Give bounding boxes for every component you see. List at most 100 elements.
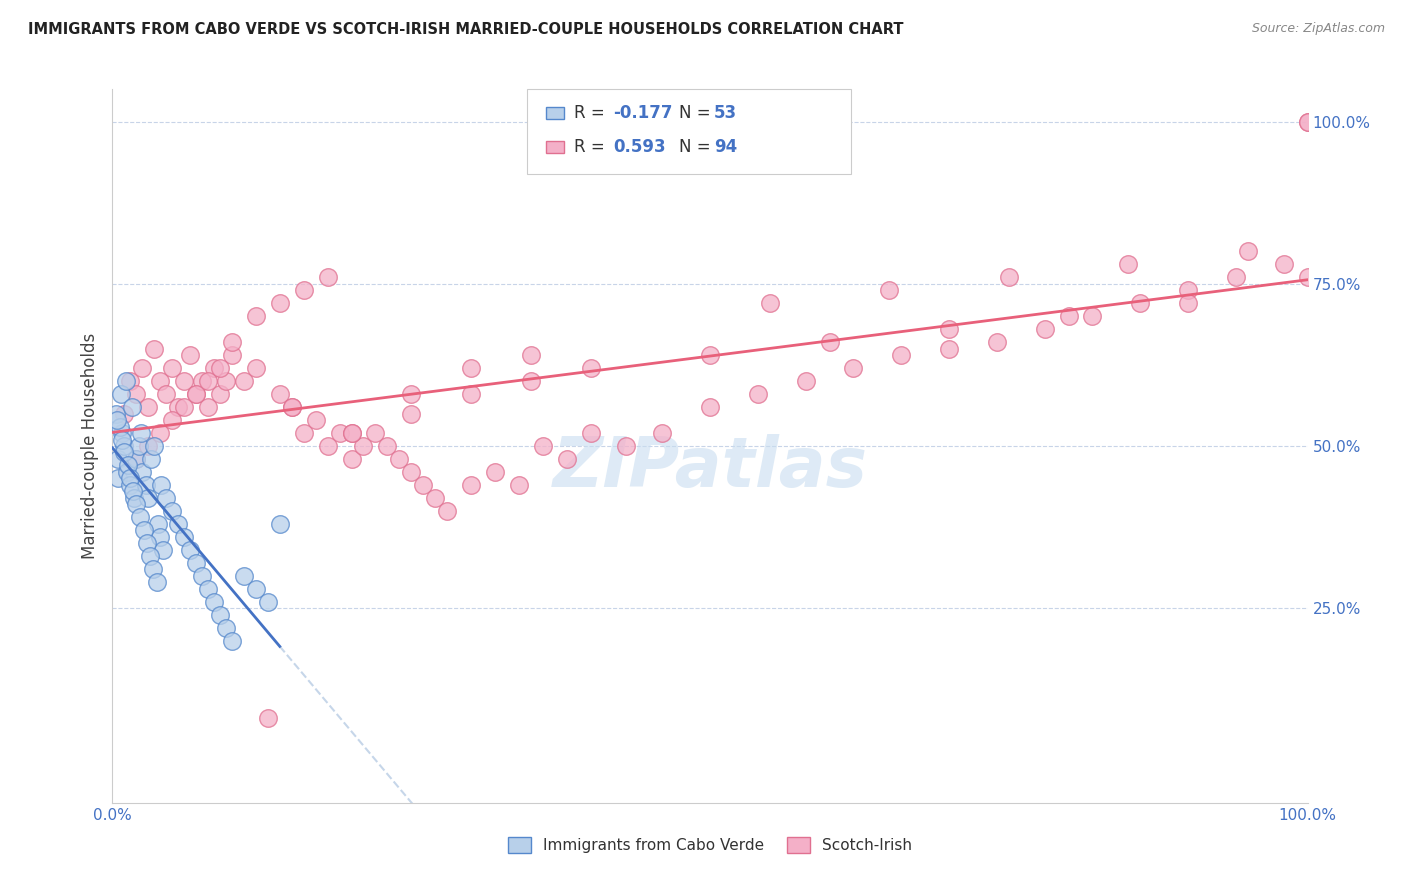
- Point: [149, 374, 172, 388]
- Point: [142, 562, 165, 576]
- Point: [117, 458, 139, 473]
- Point: [759, 296, 782, 310]
- Point: [167, 400, 190, 414]
- Legend: Immigrants from Cabo Verde, Scotch-Irish: Immigrants from Cabo Verde, Scotch-Irish: [502, 831, 918, 859]
- Point: [484, 465, 506, 479]
- Point: [1296, 114, 1319, 128]
- Point: [114, 407, 135, 421]
- Point: [555, 452, 578, 467]
- Text: IMMIGRANTS FROM CABO VERDE VS SCOTCH-IRISH MARRIED-COUPLE HOUSEHOLDS CORRELATION: IMMIGRANTS FROM CABO VERDE VS SCOTCH-IRI…: [28, 22, 904, 37]
- Point: [120, 471, 142, 485]
- Point: [186, 556, 208, 570]
- Point: [1296, 270, 1319, 285]
- Point: [269, 516, 291, 531]
- Point: [138, 439, 160, 453]
- Point: [1129, 296, 1152, 310]
- Point: [150, 478, 173, 492]
- Point: [155, 387, 177, 401]
- Point: [377, 439, 399, 453]
- Point: [245, 310, 267, 324]
- Text: ZIPatlas: ZIPatlas: [553, 434, 868, 501]
- Point: [1225, 270, 1247, 285]
- Point: [209, 361, 232, 376]
- Point: [149, 530, 172, 544]
- Point: [155, 491, 177, 505]
- Point: [121, 400, 143, 414]
- Point: [257, 711, 280, 725]
- Point: [143, 439, 166, 453]
- Point: [105, 407, 128, 421]
- Text: 94: 94: [714, 138, 738, 156]
- Point: [938, 322, 960, 336]
- Point: [579, 425, 602, 440]
- Point: [233, 568, 256, 582]
- Point: [245, 361, 267, 376]
- Point: [115, 465, 138, 479]
- Point: [149, 425, 172, 440]
- Point: [143, 342, 166, 356]
- Point: [139, 452, 162, 467]
- Point: [305, 413, 328, 427]
- Point: [114, 439, 135, 453]
- Point: [186, 387, 208, 401]
- Point: [125, 497, 148, 511]
- Point: [269, 387, 291, 401]
- Point: [520, 348, 543, 362]
- Point: [531, 439, 554, 453]
- Point: [436, 504, 458, 518]
- Point: [1057, 310, 1080, 324]
- Point: [136, 536, 159, 550]
- Point: [842, 361, 865, 376]
- Point: [129, 425, 152, 440]
- Point: [353, 439, 375, 453]
- Point: [107, 452, 129, 467]
- Point: [388, 452, 411, 467]
- Point: [191, 568, 214, 582]
- Point: [245, 582, 267, 596]
- Point: [131, 361, 153, 376]
- Point: [120, 374, 142, 388]
- Point: [162, 361, 183, 376]
- Point: [460, 478, 482, 492]
- Point: [162, 413, 183, 427]
- Point: [111, 425, 134, 440]
- Point: [879, 283, 901, 297]
- Point: [651, 425, 673, 440]
- Point: [520, 374, 543, 388]
- Point: [108, 419, 131, 434]
- Y-axis label: Married-couple Households: Married-couple Households: [82, 333, 100, 559]
- Point: [340, 452, 363, 467]
- Point: [186, 387, 208, 401]
- Point: [110, 387, 132, 401]
- Point: [938, 342, 960, 356]
- Point: [146, 516, 169, 531]
- Text: R =: R =: [574, 138, 610, 156]
- Point: [460, 387, 482, 401]
- Point: [145, 575, 167, 590]
- Point: [269, 296, 291, 310]
- Point: [1081, 310, 1104, 324]
- Point: [412, 478, 434, 492]
- Point: [460, 361, 482, 376]
- Point: [401, 465, 423, 479]
- Point: [152, 542, 174, 557]
- Point: [167, 516, 190, 531]
- Point: [215, 374, 238, 388]
- Point: [114, 445, 135, 459]
- Point: [162, 504, 183, 518]
- Point: [998, 270, 1021, 285]
- Point: [135, 478, 157, 492]
- Point: [425, 491, 447, 505]
- Point: [340, 425, 363, 440]
- Point: [257, 595, 280, 609]
- Point: [173, 530, 195, 544]
- Point: [329, 425, 352, 440]
- Point: [125, 452, 148, 467]
- Point: [316, 270, 339, 285]
- Text: 53: 53: [714, 104, 737, 122]
- Point: [281, 400, 304, 414]
- Point: [316, 439, 339, 453]
- Point: [197, 400, 219, 414]
- Point: [1033, 322, 1056, 336]
- Text: -0.177: -0.177: [613, 104, 672, 122]
